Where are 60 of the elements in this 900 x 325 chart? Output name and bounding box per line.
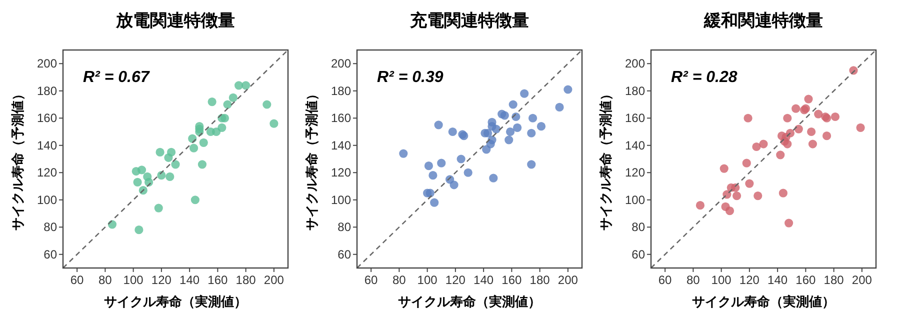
x-axis-title: サイクル寿命（実測値）	[398, 294, 541, 310]
x-tick-label: 180	[824, 273, 844, 287]
y-tick-label: 200	[36, 56, 58, 71]
y-tick-label: 160	[36, 111, 58, 126]
x-tick-label: 160	[208, 273, 228, 287]
y-tick-label: 100	[36, 192, 58, 207]
x-tick-label: 100	[711, 273, 732, 287]
y-tick-label: 120	[624, 166, 646, 180]
y-tick-label: 140	[330, 138, 352, 152]
x-tick-label: 180	[530, 273, 550, 287]
x-tick-label: 60	[658, 273, 672, 287]
x-tick-label: 160	[502, 273, 522, 287]
x-tick-label: 60	[70, 273, 84, 287]
y-tick-label: 120	[330, 166, 352, 180]
x-tick-label: 120	[739, 273, 760, 287]
x-tick-label: 100	[417, 273, 438, 287]
x-tick-label: 200	[852, 273, 872, 287]
chart-title: 放電関連特徴量	[115, 11, 235, 31]
annotation: R² = 0.28	[671, 69, 738, 86]
y-tick-label: 100	[330, 192, 352, 207]
y-tick-label: 160	[330, 111, 352, 126]
x-tick-label: 80	[392, 273, 406, 287]
x-tick-label: 180	[236, 273, 256, 287]
x-tick-label: 100	[123, 273, 144, 287]
annotation: R² = 0.67	[83, 69, 150, 86]
y-tick-label: 180	[330, 84, 352, 98]
y-tick-label: 120	[36, 166, 58, 180]
x-tick-label: 60	[364, 273, 378, 287]
chart-title: 緩和関連特徴量	[703, 11, 823, 31]
y-tick-label: 200	[624, 56, 646, 71]
y-tick-label: 180	[36, 84, 58, 98]
y-tick-label: 180	[624, 84, 646, 98]
y-axis-title: サイクル寿命（予測値）	[11, 88, 26, 230]
x-tick-label: 120	[445, 273, 466, 287]
x-axis-title: サイクル寿命（実測値）	[104, 294, 247, 310]
y-tick-label: 80	[632, 220, 646, 234]
y-tick-label: 200	[330, 56, 352, 71]
y-tick-label: 140	[624, 138, 646, 152]
x-tick-label: 140	[474, 273, 494, 287]
y-tick-label: 140	[36, 138, 58, 152]
y-axis-title: サイクル寿命（予測値）	[599, 88, 614, 230]
y-tick-label: 60	[632, 247, 646, 262]
y-tick-label: 60	[44, 247, 58, 262]
x-tick-label: 80	[98, 273, 112, 287]
x-tick-label: 200	[558, 273, 578, 287]
x-tick-label: 120	[151, 273, 172, 287]
y-tick-label: 100	[624, 192, 646, 207]
y-tick-label: 80	[338, 220, 352, 234]
x-tick-label: 80	[686, 273, 700, 287]
chart-title: 充電関連特徴量	[409, 11, 529, 31]
y-axis-title: サイクル寿命（予測値）	[305, 88, 320, 230]
y-tick-label: 80	[44, 220, 58, 234]
y-tick-label: 160	[624, 111, 646, 126]
x-tick-label: 200	[264, 273, 284, 287]
x-tick-label: 160	[796, 273, 816, 287]
x-tick-label: 140	[180, 273, 200, 287]
x-tick-label: 140	[768, 273, 788, 287]
y-tick-label: 60	[338, 247, 352, 262]
annotation: R² = 0.39	[377, 69, 444, 86]
x-axis-title: サイクル寿命（実測値）	[692, 294, 835, 310]
